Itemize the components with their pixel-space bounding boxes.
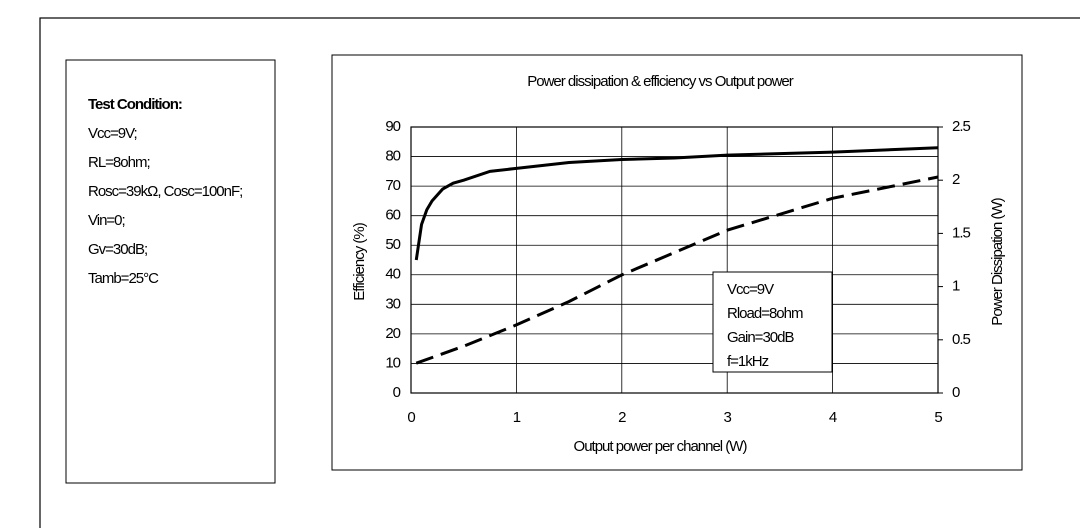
x-tick-label: 2 (618, 409, 626, 426)
legend-line: Rload=8ohm (727, 305, 803, 322)
y-axis-label: Efficiency (%) (351, 222, 368, 300)
x-tick-label: 3 (724, 409, 732, 426)
y2-tick-label: 1 (952, 278, 960, 295)
series-line (415, 175, 939, 365)
x-axis-label: Output power per channel (W) (574, 438, 748, 455)
y-tick-label: 60 (385, 207, 400, 224)
legend-box (712, 271, 833, 373)
chart-title: Power dissipation & efficiency vs Output… (527, 73, 794, 90)
condition-line: Vcc=9V; (88, 125, 137, 142)
condition-line: Tamb=25°C (88, 270, 159, 287)
legend-line: Gain=30dB (727, 329, 794, 346)
legend-line: f=1kHz (727, 353, 769, 370)
series-line (414, 146, 939, 261)
y-tick-label: 50 (385, 236, 400, 253)
y2-tick-label: 2.5 (952, 118, 971, 135)
condition-line: Vin=0; (88, 212, 125, 229)
plot-border (410, 126, 939, 394)
legend-line: Vcc=9V (727, 281, 774, 298)
x-tick-label: 4 (829, 409, 837, 426)
y2-tick-label: 2 (952, 171, 960, 188)
y-tick-label: 80 (385, 148, 400, 165)
conditions-box (65, 59, 276, 484)
x-tick-label: 0 (407, 409, 415, 426)
condition-line: Rosc=39kΩ, Cosc=100nF; (88, 183, 242, 200)
x-tick-label: 5 (934, 409, 942, 426)
conditions-title: Test Condition: (88, 96, 182, 113)
y-tick-label: 40 (385, 266, 400, 283)
y2-tick-label: 0 (952, 384, 960, 401)
y-tick-label: 30 (385, 295, 400, 312)
y-tick-label: 0 (393, 384, 401, 401)
y2-axis-label: Power Dissipation (W) (989, 197, 1006, 325)
y-tick-label: 10 (385, 354, 400, 371)
chart-frame (331, 54, 1023, 471)
x-tick-label: 1 (513, 409, 521, 426)
y-tick-label: 90 (385, 118, 400, 135)
y-tick-label: 70 (385, 177, 400, 194)
y2-tick-label: 0.5 (952, 331, 971, 348)
condition-line: Gv=30dB; (88, 241, 147, 258)
outer-frame (39, 17, 1080, 528)
y2-tick-label: 1.5 (952, 224, 971, 241)
y-tick-label: 20 (385, 325, 400, 342)
condition-line: RL=8ohm; (88, 154, 150, 171)
